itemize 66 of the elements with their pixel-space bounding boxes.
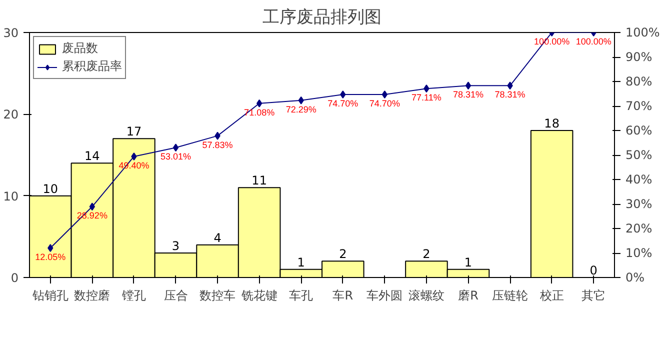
y2-tick-label: 50% xyxy=(626,148,652,162)
legend-label: 累积废品率 xyxy=(62,58,122,75)
point xyxy=(256,99,262,108)
x-tick-label: 磨R xyxy=(458,288,478,302)
x-tick-label: 其它 xyxy=(582,288,606,302)
point xyxy=(89,202,96,211)
y2-tick-label: 40% xyxy=(626,172,652,186)
point xyxy=(214,132,220,140)
data-label: 14 xyxy=(84,149,100,164)
data-label: 3 xyxy=(172,239,180,253)
y-tick-label: 20 xyxy=(3,108,19,122)
data-label: 10 xyxy=(42,182,58,196)
point xyxy=(382,90,388,98)
point xyxy=(172,144,179,152)
x-tick-label: 数控车 xyxy=(200,288,236,302)
data-label: 1 xyxy=(464,255,472,270)
data-label: 0 xyxy=(590,264,598,278)
x-tick-label: 车孔 xyxy=(289,288,314,302)
x-tick-label: 镗孔 xyxy=(120,288,146,302)
data-label: 2 xyxy=(422,247,430,262)
y2-tick-label: 80% xyxy=(626,74,652,88)
data-label: 4 xyxy=(214,230,222,245)
data-label: 11 xyxy=(252,174,267,188)
y-tick-label: 10 xyxy=(3,189,19,204)
point xyxy=(131,152,137,160)
y2-tick-label: 10% xyxy=(626,246,652,260)
data-label: 77.11% xyxy=(412,92,442,103)
point xyxy=(424,84,430,93)
legend-label: 废品数 xyxy=(62,40,98,57)
data-label: 2 xyxy=(339,247,347,262)
data-label: 57.83% xyxy=(202,140,233,150)
point xyxy=(48,244,54,252)
x-tick-label: 校正 xyxy=(538,288,564,302)
x-tick-label: 数控磨 xyxy=(74,288,110,302)
y-tick-label: 0 xyxy=(10,271,19,285)
y2-tick-label: 70% xyxy=(626,99,652,113)
data-label: 78.31% xyxy=(452,90,484,100)
point xyxy=(465,82,472,90)
point xyxy=(340,90,346,98)
x-tick-label: 铣花键 xyxy=(240,288,278,302)
x-tick-label: 压合 xyxy=(164,288,188,302)
point xyxy=(298,96,304,104)
data-label: 74.70% xyxy=(369,98,400,108)
data-label: 74.70% xyxy=(328,98,358,108)
data-label: 18 xyxy=(544,116,560,130)
y2-tick-label: 100% xyxy=(626,26,660,40)
data-label: 72.29% xyxy=(286,104,316,114)
chart-title: 工序废品排列图 xyxy=(262,8,382,28)
data-label: 17 xyxy=(126,124,142,139)
data-label: 1 xyxy=(297,255,305,270)
y2-tick-label: 60% xyxy=(626,124,652,138)
point xyxy=(507,82,513,90)
y2-tick-label: 20% xyxy=(626,222,652,236)
y2-tick-label: 0% xyxy=(626,270,645,284)
y2-tick-label: 30% xyxy=(626,197,652,211)
data-label: 53.01% xyxy=(160,152,192,162)
x-tick-label: 车外圆 xyxy=(366,288,403,302)
x-tick-label: 压链轮 xyxy=(492,288,528,302)
x-tick-label: 车R xyxy=(332,288,354,302)
y2-tick-label: 90% xyxy=(626,50,652,64)
y-tick-label: 30 xyxy=(3,26,19,40)
x-tick-label: 滚螺纹 xyxy=(408,288,444,302)
data-label: 12.05% xyxy=(35,252,66,262)
data-label: 100.00% xyxy=(576,36,612,46)
data-label: 78.31% xyxy=(494,90,526,100)
x-tick-label: 钻销孔 xyxy=(31,288,68,302)
